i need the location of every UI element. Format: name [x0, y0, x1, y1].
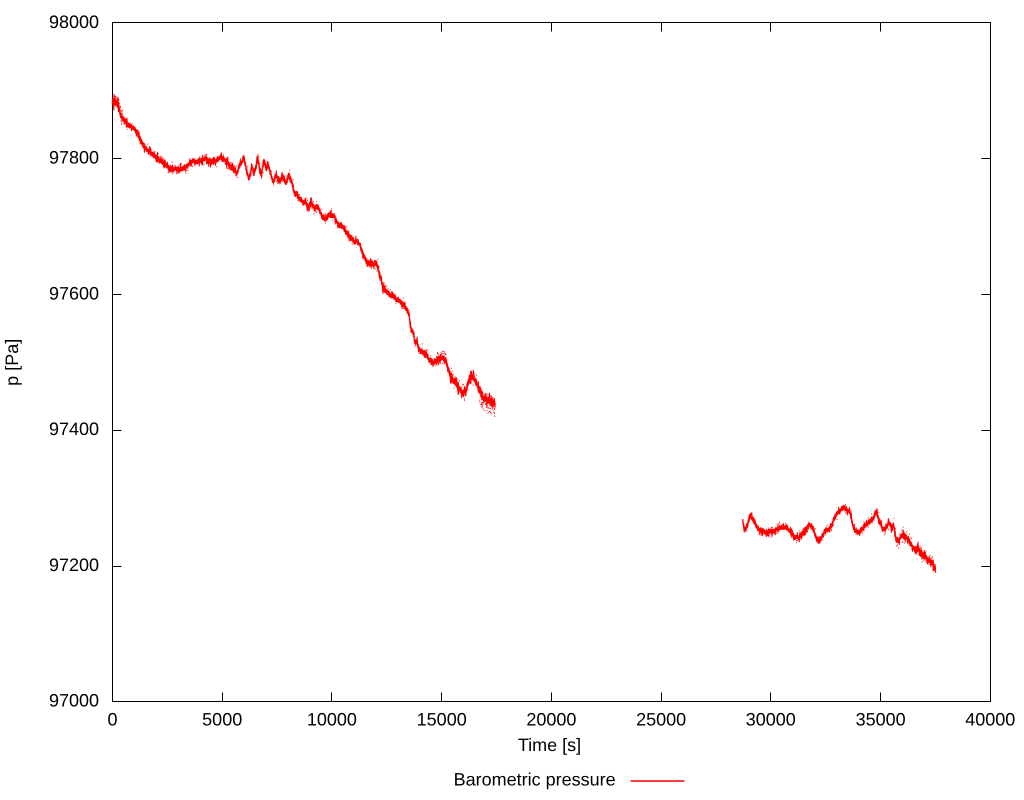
svg-text:97800: 97800	[49, 148, 99, 168]
svg-text:97600: 97600	[49, 283, 99, 303]
svg-text:5000: 5000	[202, 710, 242, 730]
svg-text:20000: 20000	[526, 710, 576, 730]
svg-text:10000: 10000	[307, 710, 357, 730]
svg-text:40000: 40000	[965, 710, 1015, 730]
svg-text:p [Pa]: p [Pa]	[2, 339, 22, 386]
svg-text:97400: 97400	[49, 419, 99, 439]
svg-text:98000: 98000	[49, 12, 99, 32]
svg-text:Time [s]: Time [s]	[518, 735, 581, 755]
svg-text:15000: 15000	[417, 710, 467, 730]
svg-text:97200: 97200	[49, 555, 99, 575]
svg-text:35000: 35000	[856, 710, 906, 730]
svg-text:97000: 97000	[49, 691, 99, 711]
svg-text:30000: 30000	[746, 710, 796, 730]
svg-text:Barometric pressure: Barometric pressure	[454, 769, 616, 789]
svg-text:0: 0	[107, 710, 117, 730]
svg-text:25000: 25000	[636, 710, 686, 730]
